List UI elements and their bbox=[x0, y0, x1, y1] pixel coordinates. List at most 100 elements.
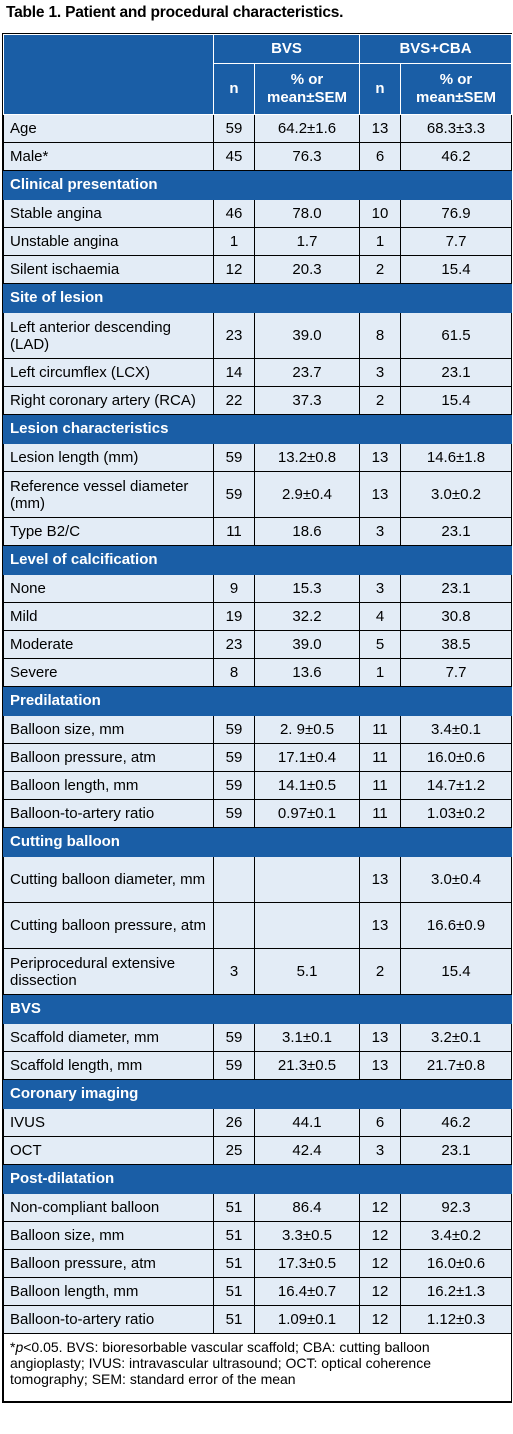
table-row: Left anterior descending (LAD) 23 39.0 8 61.… bbox=[3, 312, 513, 359]
cell-n-bvs-cba: 13 bbox=[359, 114, 401, 143]
cell-value-bvs: 39.0 bbox=[254, 312, 360, 359]
table-row: Left circumflex (LCX) 14 23.7 3 23.1 bbox=[3, 358, 513, 387]
cell-n-bvs-cba: 2 bbox=[359, 386, 401, 415]
section-header-row: Clinical presentation bbox=[2, 170, 513, 200]
cell-n-bvs: 46 bbox=[213, 199, 255, 228]
cell-value-bvs-cba: 38.5 bbox=[399, 630, 513, 659]
table-row: Stable angina 46 78.0 10 76.9 bbox=[3, 199, 513, 228]
cell-value-bvs-cba: 23.1 bbox=[399, 574, 513, 603]
table-row: Mild 19 32.2 4 30.8 bbox=[3, 602, 513, 631]
header-corner bbox=[3, 34, 214, 115]
section-header-row: Lesion characteristics bbox=[2, 414, 513, 444]
cell-value-bvs-cba: 1.03±0.2 bbox=[399, 799, 513, 828]
footnote: *p<0.05. BVS: bioresorbable vascular sca… bbox=[2, 1333, 513, 1402]
cell-value-bvs-cba: 16.2±1.3 bbox=[399, 1277, 513, 1306]
footnote-p-italic: p bbox=[15, 1339, 24, 1355]
table-row: Balloon-to-artery ratio 59 0.97±0.1 11 1.03±… bbox=[3, 799, 513, 828]
cell-n-bvs bbox=[213, 856, 255, 903]
cell-value-bvs-cba: 15.4 bbox=[399, 948, 513, 995]
section-header: Post-dilatation bbox=[2, 1164, 513, 1194]
section-header-row: Level of calcification bbox=[2, 545, 513, 575]
section-header: Site of lesion bbox=[2, 283, 513, 313]
cell-n-bvs-cba: 13 bbox=[359, 902, 401, 949]
row-label: IVUS bbox=[3, 1108, 214, 1137]
cell-value-bvs: 20.3 bbox=[254, 255, 360, 284]
cell-value-bvs-cba: 16.0±0.6 bbox=[399, 743, 513, 772]
cell-value-bvs-cba: 61.5 bbox=[399, 312, 513, 359]
cell-n-bvs-cba: 2 bbox=[359, 255, 401, 284]
cell-n-bvs-cba: 11 bbox=[359, 771, 401, 800]
cell-n-bvs-cba: 3 bbox=[359, 358, 401, 387]
cell-value-bvs-cba: 23.1 bbox=[399, 1136, 513, 1165]
cell-n-bvs: 59 bbox=[213, 1023, 255, 1052]
section-header: Cutting balloon bbox=[2, 827, 513, 857]
cell-n-bvs-cba: 13 bbox=[359, 1023, 401, 1052]
header-row-groups: BVS BVS+CBA bbox=[3, 34, 513, 115]
table-row: Lesion length (mm) 59 13.2±0.8 13 14.6±1.8 bbox=[3, 443, 513, 472]
cell-n-bvs-cba: 11 bbox=[359, 715, 401, 744]
cell-n-bvs: 59 bbox=[213, 114, 255, 143]
cell-n-bvs: 59 bbox=[213, 443, 255, 472]
cell-n-bvs: 25 bbox=[213, 1136, 255, 1165]
section-header: BVS bbox=[2, 994, 513, 1024]
header-n-bvs-cba: n bbox=[359, 63, 401, 115]
cell-n-bvs-cba: 1 bbox=[359, 658, 401, 687]
section-header: Level of calcification bbox=[2, 545, 513, 575]
cell-value-bvs-cba: 76.9 bbox=[399, 199, 513, 228]
cell-value-bvs-cba: 16.6±0.9 bbox=[399, 902, 513, 949]
cell-value-bvs: 21.3±0.5 bbox=[254, 1051, 360, 1080]
row-label: Age bbox=[3, 114, 214, 143]
cell-value-bvs-cba: 68.3±3.3 bbox=[399, 114, 513, 143]
table-caption: Table 1. Patient and procedural characte… bbox=[6, 4, 344, 21]
cell-n-bvs: 51 bbox=[213, 1277, 255, 1306]
cell-value-bvs: 14.1±0.5 bbox=[254, 771, 360, 800]
characteristics-table-container: BVS BVS+CBA n % or mean±SEM n % or mean±SE… bbox=[2, 33, 513, 1403]
cell-n-bvs-cba: 2 bbox=[359, 948, 401, 995]
row-label: Balloon pressure, atm bbox=[3, 1249, 214, 1278]
cell-n-bvs-cba: 3 bbox=[359, 517, 401, 546]
row-label: OCT bbox=[3, 1136, 214, 1165]
cell-value-bvs-cba: 3.0±0.4 bbox=[399, 856, 513, 903]
table-row: Type B2/C 11 18.6 3 23.1 bbox=[3, 517, 513, 546]
table-row: Cutting balloon diameter, mm 13 3.0±0.4 bbox=[3, 856, 513, 903]
cell-value-bvs-cba: 16.0±0.6 bbox=[399, 1249, 513, 1278]
cell-value-bvs-cba: 3.4±0.2 bbox=[399, 1221, 513, 1250]
cell-value-bvs: 2. 9±0.5 bbox=[254, 715, 360, 744]
table-row: Scaffold diameter, mm 59 3.1±0.1 13 3.2±0.1 bbox=[3, 1023, 513, 1052]
row-label: Balloon length, mm bbox=[3, 771, 214, 800]
cell-value-bvs-cba: 3.4±0.1 bbox=[399, 715, 513, 744]
cell-n-bvs-cba: 12 bbox=[359, 1277, 401, 1306]
cell-value-bvs: 16.4±0.7 bbox=[254, 1277, 360, 1306]
row-label: Mild bbox=[3, 602, 214, 631]
cell-n-bvs-cba: 13 bbox=[359, 856, 401, 903]
cell-n-bvs-cba: 13 bbox=[359, 471, 401, 518]
row-label: Severe bbox=[3, 658, 214, 687]
table-row: Reference vessel diameter (mm) 59 2.9±0.4 1… bbox=[3, 471, 513, 518]
section-header-row: Site of lesion bbox=[2, 283, 513, 313]
cell-value-bvs-cba: 92.3 bbox=[399, 1193, 513, 1222]
table-row: Non-compliant balloon 51 86.4 12 92.3 bbox=[3, 1193, 513, 1222]
header-value-line2: mean±SEM bbox=[267, 89, 347, 106]
cell-value-bvs: 17.3±0.5 bbox=[254, 1249, 360, 1278]
table-row: OCT 25 42.4 3 23.1 bbox=[3, 1136, 513, 1165]
cell-value-bvs: 2.9±0.4 bbox=[254, 471, 360, 518]
row-label: Unstable angina bbox=[3, 227, 214, 256]
table-row: Scaffold length, mm 59 21.3±0.5 13 21.7±0.8 bbox=[3, 1051, 513, 1080]
header-value-line2: mean±SEM bbox=[416, 89, 496, 106]
header-value-bvs-cba: % or mean±SEM bbox=[399, 63, 513, 115]
row-label: Scaffold diameter, mm bbox=[3, 1023, 214, 1052]
cell-n-bvs: 59 bbox=[213, 743, 255, 772]
cell-value-bvs: 37.3 bbox=[254, 386, 360, 415]
table-row: Silent ischaemia 12 20.3 2 15.4 bbox=[3, 255, 513, 284]
cell-n-bvs: 12 bbox=[213, 255, 255, 284]
table-row: Balloon length, mm 59 14.1±0.5 11 14.7±1.2 bbox=[3, 771, 513, 800]
cell-value-bvs bbox=[254, 856, 360, 903]
cell-n-bvs: 51 bbox=[213, 1221, 255, 1250]
cell-value-bvs: 42.4 bbox=[254, 1136, 360, 1165]
row-label: Balloon pressure, atm bbox=[3, 743, 214, 772]
cell-n-bvs-cba: 13 bbox=[359, 443, 401, 472]
header-value-line1: % or bbox=[439, 71, 473, 88]
cell-value-bvs-cba: 15.4 bbox=[399, 386, 513, 415]
cell-n-bvs-cba: 11 bbox=[359, 743, 401, 772]
row-label: Balloon-to-artery ratio bbox=[3, 1305, 214, 1334]
